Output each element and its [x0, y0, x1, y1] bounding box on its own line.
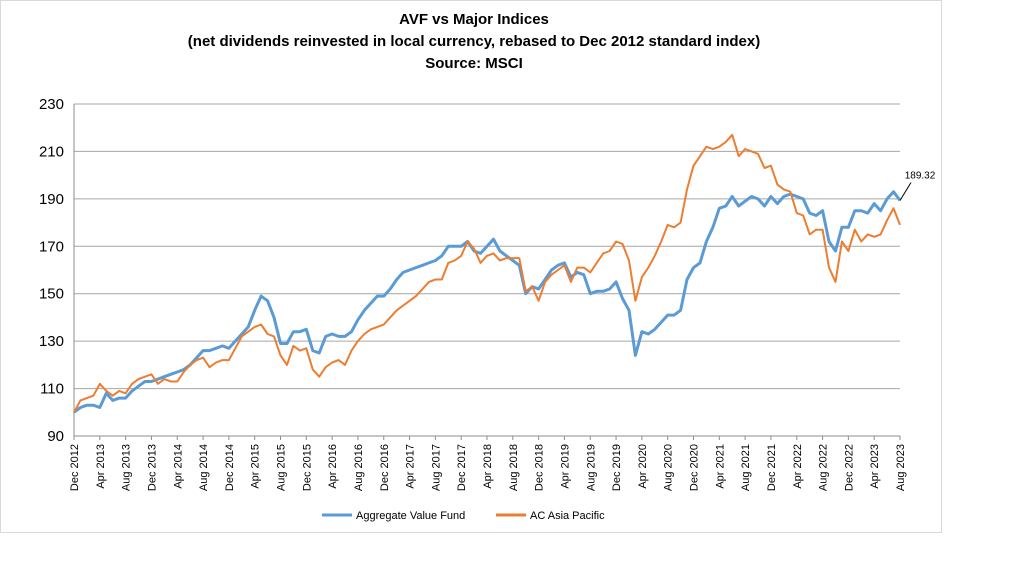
x-tick-label: Apr 2013	[95, 444, 107, 489]
gridlines	[73, 103, 900, 437]
chart-subtitle: (net dividends reinvested in local curre…	[188, 33, 760, 50]
y-tick-label: 130	[39, 333, 64, 350]
x-tick-label: Dec 2012	[69, 444, 81, 491]
x-axis-ticks: Dec 2012 Apr 2013 Aug 2013 Dec 2013 Apr 2014…	[69, 436, 907, 491]
x-tick-label: Aug 2020	[663, 444, 675, 491]
x-tick-label: Aug 2017	[430, 444, 442, 491]
series-lines	[73, 133, 902, 414]
chart-frame	[0, 0, 942, 533]
x-tick-label: Apr 2023	[869, 444, 881, 489]
x-tick-label: Dec 2020	[689, 444, 701, 491]
x-tick-label: Apr 2014	[172, 444, 184, 489]
legend-label-aggregate-value-fund: Aggregate Value Fund	[356, 510, 465, 522]
x-tick-label: Aug 2016	[353, 444, 365, 491]
series-line-ac-asia-pacific	[73, 133, 901, 413]
x-tick-label: Aug 2021	[740, 444, 752, 491]
annotation-leader-line	[899, 182, 912, 201]
x-tick-label: Apr 2022	[792, 444, 804, 489]
x-tick-label: Dec 2021	[766, 444, 778, 491]
x-tick-label: Dec 2019	[611, 444, 623, 491]
x-tick-label: Aug 2013	[121, 444, 133, 491]
x-tick-label: Apr 2017	[405, 444, 417, 489]
y-tick-label: 170	[39, 238, 64, 255]
x-tick-label: Dec 2022	[843, 444, 855, 491]
x-tick-label: Dec 2016	[379, 444, 391, 491]
x-tick-label: Apr 2021	[714, 444, 726, 489]
x-tick-label: Aug 2022	[818, 444, 830, 491]
x-tick-label: Aug 2018	[508, 444, 520, 491]
y-tick-label: 110	[40, 381, 64, 398]
x-tick-label: Dec 2018	[534, 444, 546, 491]
x-tick-label: Aug 2015	[276, 444, 288, 491]
y-tick-label: 150	[39, 286, 64, 303]
last-value-annotation: 189.32	[899, 170, 936, 201]
x-tick-label: Dec 2014	[224, 444, 236, 491]
x-tick-label: Apr 2018	[482, 444, 494, 489]
chart-source: Source: MSCI	[425, 55, 523, 72]
chart-titles: AVF vs Major Indices (net dividends rein…	[188, 11, 760, 72]
y-tick-label: 190	[39, 191, 64, 208]
x-tick-label: Apr 2019	[559, 444, 571, 489]
y-tick-label: 230	[39, 96, 64, 113]
x-tick-label: Aug 2019	[585, 444, 597, 491]
x-tick-label: Dec 2017	[456, 444, 468, 491]
y-tick-label: 210	[39, 143, 64, 160]
x-tick-label: Apr 2016	[327, 444, 339, 489]
y-tick-label: 90	[47, 428, 64, 445]
chart-title: AVF vs Major Indices	[399, 11, 549, 28]
x-tick-label: Dec 2013	[146, 444, 158, 491]
annotation-label: 189.32	[905, 170, 936, 181]
x-tick-label: Apr 2020	[637, 444, 649, 489]
x-tick-label: Aug 2014	[198, 444, 210, 491]
series-line-aggregate-value-fund	[73, 190, 902, 414]
x-tick-label: Apr 2015	[250, 444, 262, 489]
x-tick-label: Dec 2015	[301, 444, 313, 491]
legend-label-ac-asia-pacific: AC Asia Pacific	[530, 510, 605, 522]
x-tick-label: Aug 2023	[895, 444, 907, 491]
legend: Aggregate Value Fund AC Asia Pacific	[322, 510, 605, 522]
y-axis-ticks: 90 110 130 150 170 190 210 230	[39, 96, 64, 445]
